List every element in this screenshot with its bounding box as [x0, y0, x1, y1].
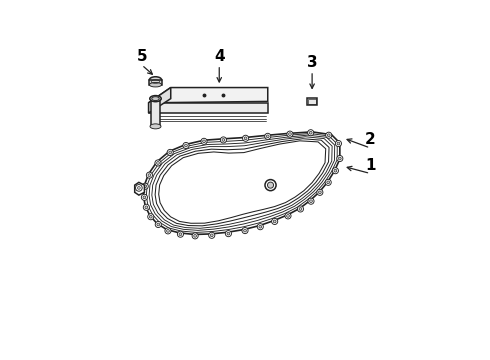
Circle shape — [183, 143, 189, 149]
Bar — [307, 98, 318, 105]
Text: 2: 2 — [365, 132, 376, 147]
Circle shape — [265, 180, 276, 191]
Circle shape — [285, 213, 291, 219]
Circle shape — [227, 232, 230, 235]
Circle shape — [289, 133, 292, 135]
Circle shape — [165, 228, 171, 234]
Circle shape — [225, 231, 231, 237]
Circle shape — [141, 194, 147, 201]
Circle shape — [210, 234, 213, 237]
Circle shape — [157, 223, 160, 226]
Text: 3: 3 — [307, 55, 318, 70]
Circle shape — [327, 181, 330, 184]
Circle shape — [297, 206, 303, 212]
Circle shape — [267, 135, 269, 138]
Circle shape — [143, 204, 149, 210]
Circle shape — [157, 162, 159, 164]
Circle shape — [148, 174, 151, 176]
Text: 5: 5 — [136, 49, 147, 64]
Ellipse shape — [150, 96, 161, 102]
Circle shape — [242, 228, 248, 234]
Ellipse shape — [149, 77, 162, 83]
Circle shape — [273, 220, 276, 223]
Circle shape — [149, 215, 152, 218]
Polygon shape — [135, 183, 145, 195]
Ellipse shape — [149, 82, 162, 87]
Bar — [150, 101, 161, 126]
Circle shape — [138, 186, 140, 189]
Polygon shape — [148, 87, 171, 113]
Circle shape — [287, 131, 293, 137]
Circle shape — [143, 196, 146, 199]
Polygon shape — [148, 87, 268, 103]
Circle shape — [309, 131, 312, 134]
Ellipse shape — [150, 124, 161, 129]
Circle shape — [155, 221, 161, 228]
Circle shape — [318, 191, 321, 194]
Circle shape — [144, 185, 147, 188]
Circle shape — [337, 156, 343, 162]
Circle shape — [147, 172, 152, 178]
Circle shape — [145, 206, 147, 209]
Circle shape — [334, 169, 337, 172]
Circle shape — [142, 183, 148, 189]
Circle shape — [299, 208, 302, 210]
Circle shape — [317, 189, 323, 195]
Circle shape — [327, 134, 330, 136]
Circle shape — [185, 144, 187, 147]
Circle shape — [147, 214, 154, 220]
Circle shape — [335, 140, 342, 147]
Circle shape — [244, 229, 246, 232]
Circle shape — [136, 185, 142, 191]
Circle shape — [209, 232, 215, 238]
Polygon shape — [144, 132, 340, 234]
Circle shape — [220, 137, 226, 143]
Bar — [149, 80, 162, 85]
Circle shape — [265, 133, 271, 139]
Circle shape — [271, 219, 278, 225]
Text: 1: 1 — [365, 158, 375, 173]
Text: 4: 4 — [214, 49, 224, 64]
Polygon shape — [148, 103, 268, 113]
Circle shape — [310, 200, 313, 203]
Circle shape — [332, 168, 339, 174]
Circle shape — [203, 140, 205, 143]
Circle shape — [243, 135, 248, 141]
Circle shape — [325, 179, 331, 185]
Circle shape — [287, 215, 290, 217]
Circle shape — [167, 149, 173, 156]
Circle shape — [167, 229, 170, 232]
Bar — [308, 99, 316, 104]
Circle shape — [155, 160, 161, 166]
Circle shape — [326, 132, 332, 138]
Circle shape — [339, 157, 341, 160]
Circle shape — [308, 130, 314, 136]
Circle shape — [308, 198, 314, 204]
Circle shape — [337, 142, 340, 145]
Circle shape — [177, 231, 183, 237]
Circle shape — [169, 151, 171, 154]
Ellipse shape — [152, 97, 159, 100]
Circle shape — [268, 182, 273, 188]
Circle shape — [192, 233, 198, 239]
Circle shape — [259, 225, 262, 228]
Circle shape — [201, 138, 207, 144]
Circle shape — [222, 139, 225, 141]
Circle shape — [244, 137, 247, 140]
Circle shape — [257, 224, 263, 230]
Circle shape — [179, 233, 182, 235]
Circle shape — [194, 234, 196, 237]
